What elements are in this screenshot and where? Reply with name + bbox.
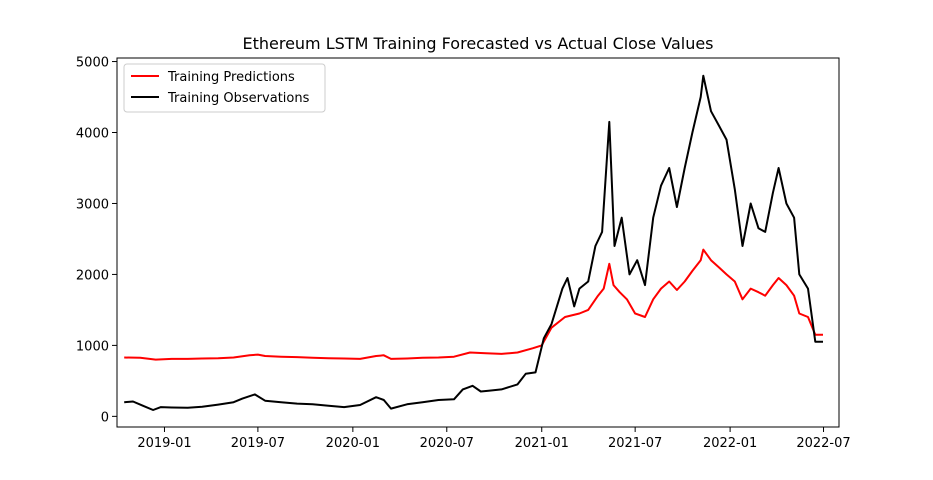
chart-title: Ethereum LSTM Training Forecasted vs Act…	[242, 34, 713, 53]
x-tick-label: 2019-01	[137, 436, 191, 451]
legend-box	[123, 63, 326, 113]
x-tick-label: 2019-07	[231, 436, 285, 451]
y-tick-label: 4000	[76, 127, 109, 142]
y-tick-label: 5000	[76, 56, 109, 71]
x-tick-label: 2022-07	[796, 436, 850, 451]
x-axis: 2019-01 2019-07 2020-01 2020-07 2021-01 2021-…	[137, 427, 851, 451]
x-tick-label: 2022-01	[703, 436, 757, 451]
series-line-training-observations	[124, 74, 823, 411]
x-tick-label: 2021-01	[515, 436, 569, 451]
x-tick-label: 2021-07	[608, 436, 662, 451]
y-axis: 0 1000 2000 3000 4000 5000	[76, 56, 117, 425]
x-tick-label: 2020-07	[420, 436, 474, 451]
x-tick-label: 2020-01	[326, 436, 380, 451]
y-tick-label: 2000	[76, 268, 109, 283]
plot-frame	[116, 57, 840, 428]
y-tick-label: 0	[101, 410, 109, 425]
y-tick-label: 1000	[76, 339, 109, 354]
series-line-training-predictions	[124, 248, 823, 361]
series-layer	[124, 74, 823, 411]
legend-label-observations: Training Observations	[167, 91, 310, 106]
legend: Training Predictions Training Observatio…	[123, 63, 326, 113]
y-tick-label: 3000	[76, 197, 109, 212]
legend-label-predictions: Training Predictions	[167, 70, 295, 85]
